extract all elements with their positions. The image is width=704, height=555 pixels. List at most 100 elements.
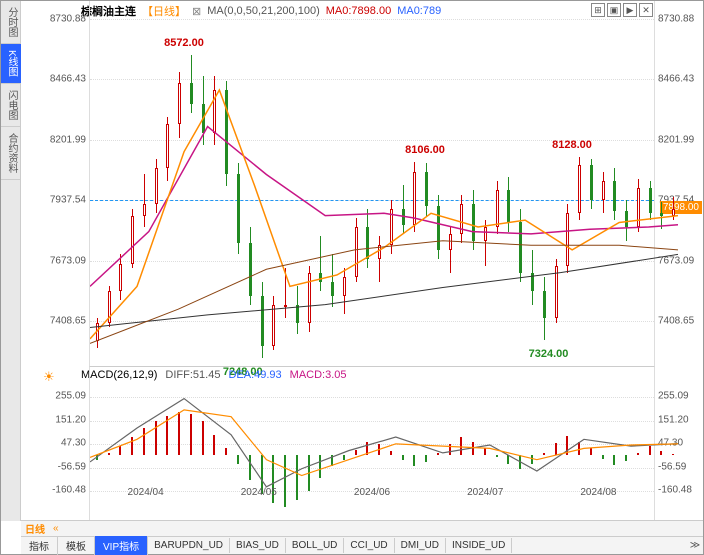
price-ytick: 7673.09 (38, 255, 86, 266)
left-tab-2[interactable]: 闪电图 (1, 84, 21, 127)
macd-ytick: 47.30 (658, 438, 704, 449)
left-tab-bar: 分时图K线图闪电图合约资料 (1, 1, 21, 521)
macd-hist-bar (378, 444, 380, 455)
last-price-tag: 7898.00 (660, 201, 702, 214)
macd-hist-bar (237, 455, 239, 464)
macd-hist-bar (637, 453, 639, 455)
macd-ytick: 151.20 (658, 414, 704, 425)
macd-hist-bar (613, 455, 615, 465)
macd-hist-bar (472, 442, 474, 456)
last-price-line (90, 200, 654, 201)
footer-tab-vip[interactable]: VIP指标 (95, 536, 148, 555)
macd-hist-bar (308, 455, 310, 491)
price-yaxis-left: 8730.888466.438201.997937.547673.097408.… (41, 1, 89, 366)
macd-hist-bar (625, 455, 627, 461)
macd-hist-bar (519, 455, 521, 469)
macd-hist-bar (249, 455, 251, 480)
left-tab-1[interactable]: K线图 (1, 44, 21, 84)
macd-hist-bar (484, 448, 486, 455)
macd-hist-bar (319, 455, 321, 478)
ma-line-ma100 (90, 241, 678, 344)
macd-ytick: 47.30 (38, 438, 86, 449)
indicator-button[interactable]: BARUPDN_UD (148, 538, 230, 553)
chart-area: 棕榈油主连 【日线】 ⊠ MA(0,0,50,21,200,100) MA0:7… (21, 1, 703, 519)
macd-hist-bar (460, 437, 462, 455)
indicator-button[interactable]: CCI_UD (344, 538, 394, 553)
price-ytick: 7408.65 (38, 315, 86, 326)
price-annotation: 8572.00 (164, 37, 204, 49)
scroll-arrow-icon[interactable]: ≫ (687, 540, 703, 551)
footer-indicator-row: 指标模板VIP指标BARUPDN_UDBIAS_UDBOLL_UDCCI_UDD… (21, 536, 703, 554)
macd-hist-bar (225, 448, 227, 455)
price-annotation: 7324.00 (529, 348, 569, 360)
macd-hist-bar (143, 428, 145, 455)
macd-hist-bar (672, 454, 674, 455)
macd-hist-bar (213, 435, 215, 455)
price-yaxis-right: 8730.888466.438201.997937.547673.097408.… (655, 1, 703, 366)
macd-hist-bar (496, 455, 498, 457)
x-tick: 2024/04 (89, 487, 202, 501)
macd-ytick: 255.09 (658, 391, 704, 402)
macd-ytick: 151.20 (38, 414, 86, 425)
price-panel: 8730.888466.438201.997937.547673.097408.… (41, 1, 703, 366)
left-tab-0[interactable]: 分时图 (1, 1, 21, 44)
macd-hist-bar (343, 455, 345, 460)
macd-hist-bar (566, 436, 568, 455)
macd-hist-bar (190, 414, 192, 455)
macd-hist-bar (543, 453, 545, 455)
macd-hist-bar (131, 437, 133, 455)
indicator-button[interactable]: INSIDE_UD (446, 538, 512, 553)
footer-tab[interactable]: 模板 (58, 536, 95, 555)
price-ytick: 8730.88 (658, 14, 704, 25)
macd-hist-bar (166, 416, 168, 456)
macd-yaxis-left: 255.09151.2047.30-56.59-160.48 (41, 366, 89, 521)
macd-hist-bar (602, 455, 604, 458)
macd-hist-bar (331, 455, 333, 466)
timeframe-label[interactable]: 日线 (25, 521, 45, 536)
macd-hist-bar (507, 455, 509, 464)
macd-hist-bar (119, 446, 121, 455)
x-tick: 2024/06 (315, 487, 428, 501)
price-annotation: 8106.00 (405, 144, 445, 156)
macd-hist-bar (660, 451, 662, 456)
indicator-button[interactable]: BOLL_UD (286, 538, 345, 553)
macd-hist-bar (649, 446, 651, 455)
macd-yaxis-right: 255.09 151.20 47.30 -56.59 -160.48 (655, 366, 703, 521)
macd-hist-bar (108, 453, 110, 455)
ma-line-ma200 (90, 254, 678, 327)
macd-ytick: -160.48 (38, 485, 86, 496)
ma-line-ma21 (90, 90, 678, 339)
macd-ytick: -56.59 (658, 461, 704, 472)
x-tick: 2024/05 (202, 487, 315, 501)
indicator-button[interactable]: BIAS_UD (230, 538, 286, 553)
chart-container: 分时图K线图闪电图合约资料 棕榈油主连 【日线】 ⊠ MA(0,0,50,21,… (0, 0, 704, 555)
macd-hist-bar (555, 443, 557, 455)
price-ytick: 8201.99 (658, 134, 704, 145)
macd-hist-bar (449, 444, 451, 455)
left-tab-3[interactable]: 合约资料 (1, 127, 21, 180)
macd-hist-bar (355, 450, 357, 456)
macd-hist-bar (178, 412, 180, 455)
timeframe-collapse-icon[interactable]: « (53, 523, 59, 534)
macd-hist-bar (425, 455, 427, 462)
indicator-button[interactable]: DMI_UD (395, 538, 446, 553)
footer-tab[interactable]: 指标 (21, 536, 58, 555)
macd-hist-bar (413, 455, 415, 466)
macd-hist-bar (366, 442, 368, 456)
macd-ytick: -160.48 (658, 485, 704, 496)
price-ytick: 7673.09 (658, 255, 704, 266)
macd-hist-bar (578, 442, 580, 456)
macd-hist-bar (155, 421, 157, 455)
price-ytick: 8466.43 (658, 74, 704, 85)
x-tick: 2024/08 (542, 487, 655, 501)
x-tick: 2024/07 (429, 487, 542, 501)
price-ytick: 8730.88 (38, 14, 86, 25)
macd-hist-bar (390, 451, 392, 456)
macd-hist-bar (531, 455, 533, 464)
price-ytick: 7408.65 (658, 315, 704, 326)
price-plot[interactable]: 7898.008572.007248.008106.007324.008128.… (89, 1, 655, 366)
macd-hist-bar (402, 455, 404, 460)
price-ytick: 8466.43 (38, 74, 86, 85)
macd-hist-bar (202, 421, 204, 455)
x-axis: 2024/042024/052024/062024/072024/08 (89, 487, 655, 501)
